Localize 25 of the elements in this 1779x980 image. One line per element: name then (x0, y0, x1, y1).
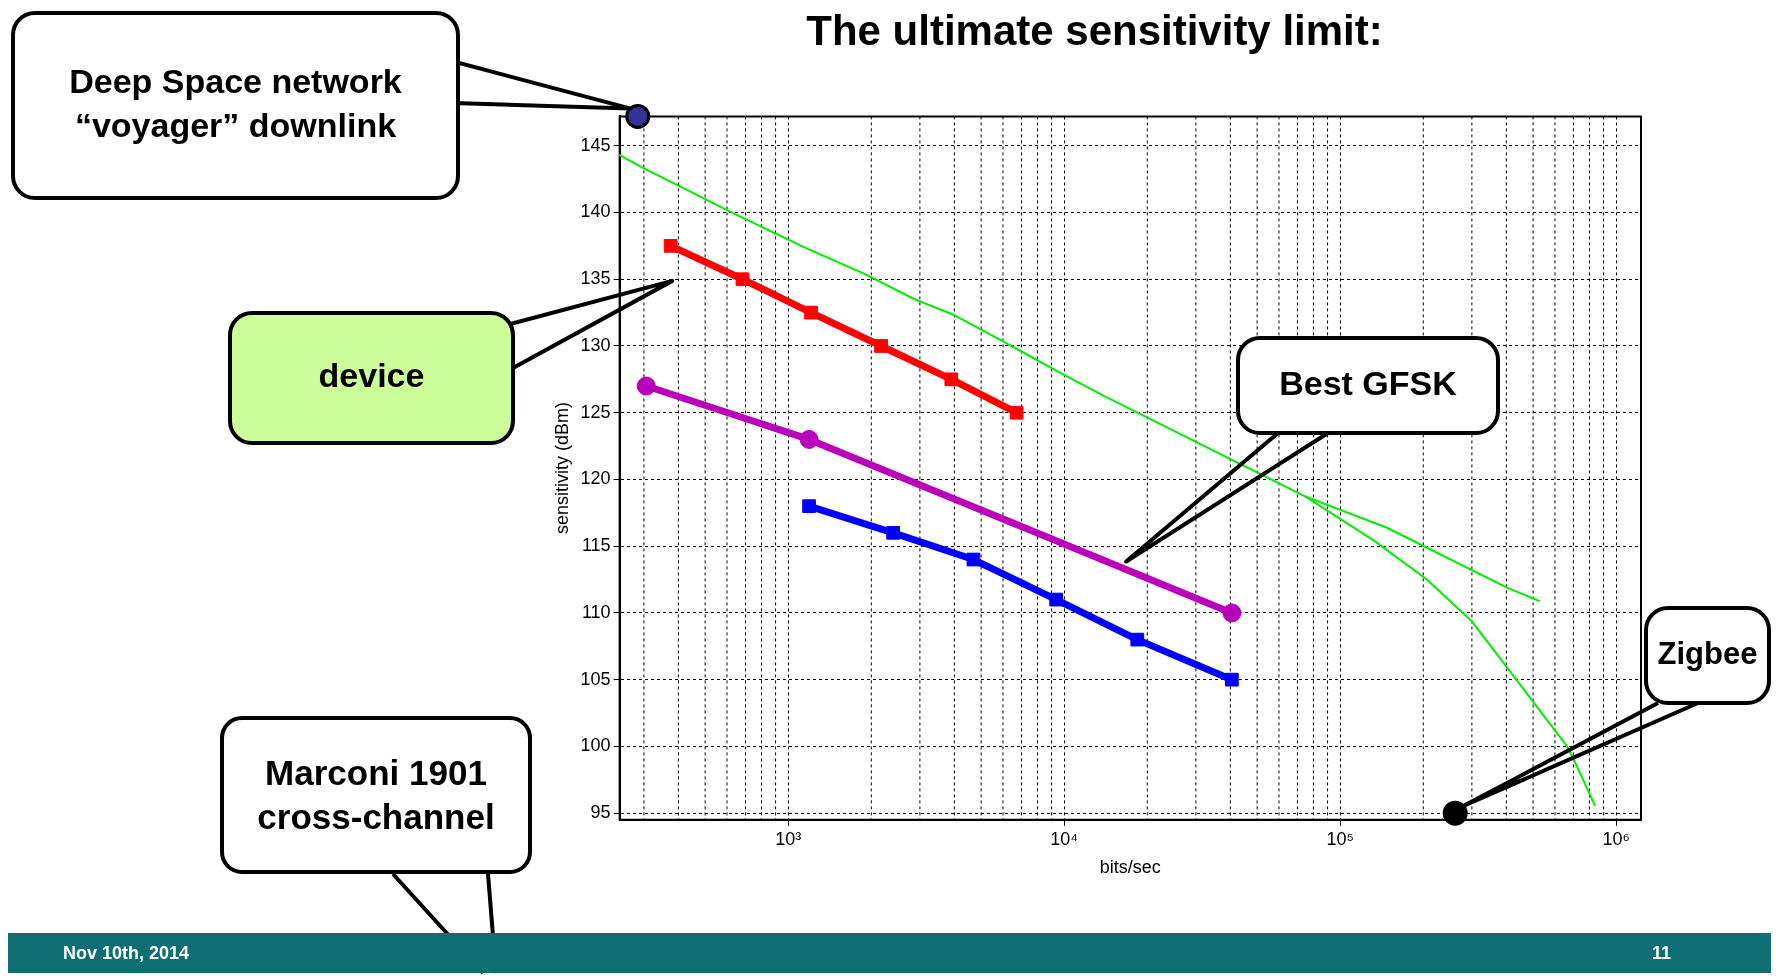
y-tick-label: 130 (580, 334, 611, 355)
y-tick-label: 110 (581, 601, 611, 622)
x-tick-label: 10⁵ (1326, 828, 1354, 849)
text: 11 (1651, 942, 1671, 964)
y-axis-title: sensitivity (dBm) (551, 402, 572, 535)
chart-title: The ultimate sensitivity limit: (806, 6, 1383, 54)
x-tick-label: 10³ (775, 828, 802, 849)
x-tick-label: 10⁴ (1050, 828, 1079, 849)
y-tick-label: 105 (580, 668, 611, 689)
y-tick-label: 140 (580, 201, 611, 222)
x-tick-label: 10⁶ (1602, 828, 1630, 849)
y-tick-label: 125 (580, 401, 611, 422)
text: Deep Space network “voyager” downlink (69, 61, 402, 144)
y-tick-label: 145 (580, 134, 611, 155)
annotation: Best GFSK (1279, 363, 1458, 402)
text: Nov 10th, 2014 (63, 942, 190, 964)
text: device (318, 356, 425, 395)
text: Marconi 1901 cross-channel (220, 716, 532, 874)
y-tick-label: 115 (581, 535, 611, 556)
y-tick-label: 95 (590, 802, 611, 823)
text: Zigbee (1657, 636, 1758, 672)
x-axis-title: bits/sec (1099, 857, 1161, 878)
y-tick-label: 120 (580, 468, 611, 489)
y-tick-label: 100 (580, 735, 611, 756)
y-tick-label: 135 (580, 268, 611, 289)
